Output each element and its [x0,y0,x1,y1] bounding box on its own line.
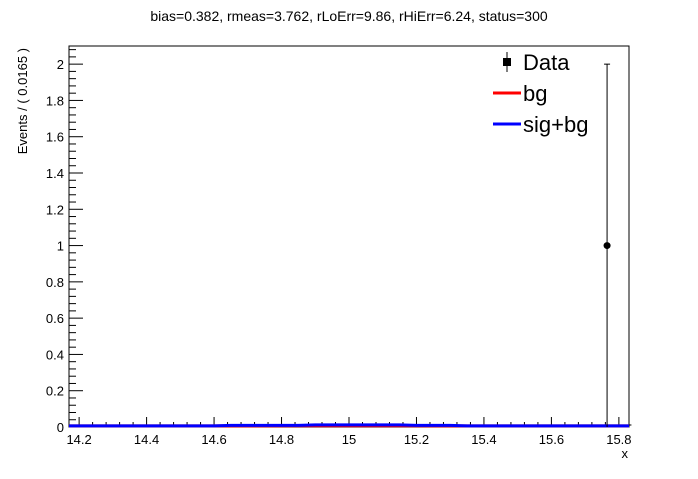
y-tick-label: 2 [57,57,64,72]
x-tick-label: 15 [342,432,356,447]
data-point [604,242,611,249]
legend-label: bg [523,81,547,106]
y-tick-label: 1.2 [46,202,64,217]
y-tick-label: 1.4 [46,166,64,181]
plot-area: 14.2 14.4 14.6 14.8 15 15.2 15.4 15.6 15.8 0 0.2 0.… [46,46,632,447]
x-tick-label: 14.2 [66,432,91,447]
chart-title: bias=0.382, rmeas=3.762, rLoErr=9.86, rH… [150,8,548,24]
y-tick-label: 1.8 [46,93,64,108]
y-tick-label: 1.6 [46,130,64,145]
y-tick-label: 0.8 [46,275,64,290]
x-tick-label: 15.2 [404,432,429,447]
y-axis-label: Events / ( 0.0165 ) [15,48,30,154]
x-tick-label: 14.8 [269,432,294,447]
y-tick-label: 0.4 [46,347,64,362]
y-tick-label: 0.2 [46,384,64,399]
series-line-sig-bg [69,425,629,426]
y-tick-label: 0 [57,420,64,435]
legend-label: sig+bg [523,112,588,137]
legend-label: Data [523,50,570,75]
x-axis-label: x [622,446,629,461]
x-tick-label: 15.4 [471,432,496,447]
y-tick-label: 0.6 [46,311,64,326]
legend: Data bg sig+bg [493,50,588,137]
legend-marker [503,58,511,66]
x-tick-label: 15.6 [539,432,564,447]
x-tick-label: 15.8 [606,432,631,447]
x-tick-label: 14.4 [134,432,159,447]
x-tick-label: 14.6 [201,432,226,447]
y-tick-label: 1 [57,239,64,254]
